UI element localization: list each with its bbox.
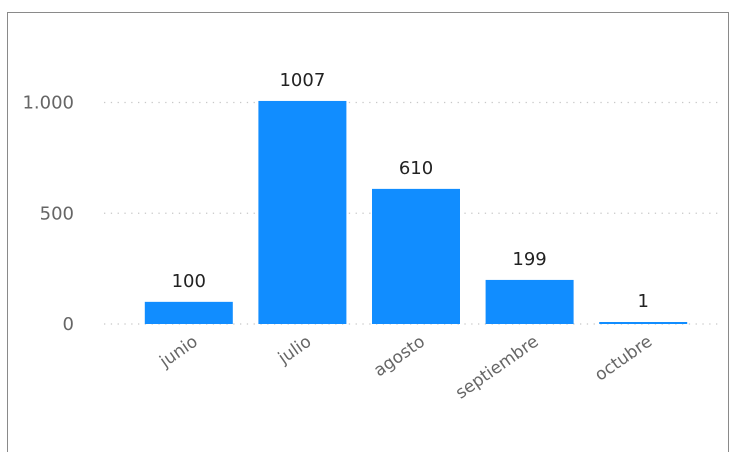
data-label-agosto: 610 [399, 158, 433, 179]
data-label-julio: 1007 [279, 70, 325, 91]
x-category-label-septiembre: septiembre [452, 332, 542, 404]
x-category-label-julio: julio [274, 332, 315, 369]
chart-frame: 0 500 1.000 100 1007 610 199 1 junio julio agost… [7, 12, 729, 452]
y-tick-label: 1.000 [22, 93, 74, 114]
bar-julio[interactable] [258, 100, 347, 325]
data-label-junio: 100 [172, 271, 206, 292]
bars [144, 100, 688, 325]
x-category-label-octubre: octubre [591, 332, 656, 386]
bar-chart: 0 500 1.000 100 1007 610 199 1 junio julio agost… [22, 70, 720, 404]
y-tick-label: 0 [63, 314, 74, 335]
x-category-label-agosto: agosto [370, 332, 429, 381]
x-axis-category-labels: junio julio agosto septiembre octubre [155, 332, 656, 404]
bar-octubre[interactable] [599, 322, 688, 324]
bar-junio[interactable] [144, 301, 233, 324]
data-label-octubre: 1 [637, 291, 648, 312]
data-label-septiembre: 199 [512, 249, 546, 270]
bar-septiembre[interactable] [485, 279, 574, 324]
bar-agosto[interactable] [372, 188, 460, 324]
y-tick-label: 500 [40, 203, 74, 224]
x-category-label-junio: junio [155, 332, 201, 373]
data-labels: 100 1007 610 199 1 [172, 70, 649, 312]
y-axis-tick-labels: 0 500 1.000 [22, 93, 74, 336]
